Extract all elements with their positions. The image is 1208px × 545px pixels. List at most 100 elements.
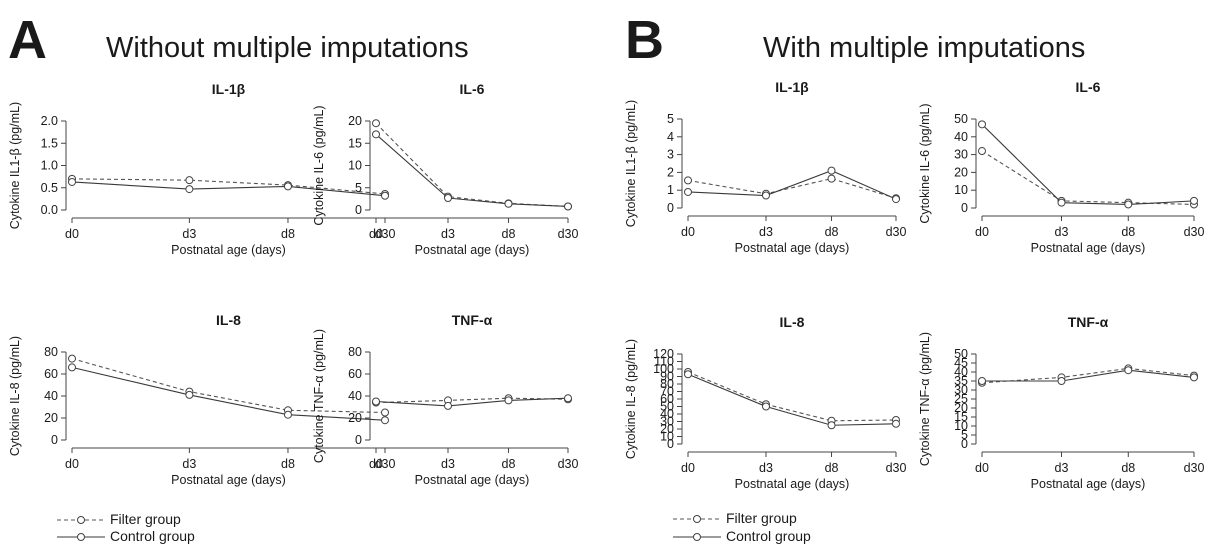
data-point-filter bbox=[185, 176, 194, 185]
y-tick-label: 40 bbox=[348, 389, 362, 403]
y-tick-label: 90 bbox=[660, 370, 674, 384]
y-tick-label: 5 bbox=[961, 428, 968, 442]
legend-b-filter-label: Filter group bbox=[726, 510, 797, 526]
x-tick-label: d30 bbox=[558, 457, 579, 471]
series-line-control bbox=[71, 181, 386, 197]
chart-title: IL-6 bbox=[1076, 79, 1101, 95]
legend-a-control-label: Control group bbox=[110, 528, 195, 544]
y-tick-label: 0 bbox=[51, 433, 58, 447]
y-tick-label: 1 bbox=[667, 183, 674, 197]
x-tick-label: d8 bbox=[502, 227, 516, 241]
y-tick-label: 0 bbox=[667, 201, 674, 215]
y-tick-label: 60 bbox=[348, 367, 362, 381]
chart-title: IL-6 bbox=[460, 81, 485, 97]
x-tick-label: d3 bbox=[441, 457, 455, 471]
y-tick-label: 2 bbox=[667, 165, 674, 179]
legend-a: Filter group Control group bbox=[57, 511, 195, 544]
y-tick-label: 0.5 bbox=[41, 181, 58, 195]
x-tick-label: d8 bbox=[825, 461, 839, 475]
chart-4: TNF-α 0 20 40 60 80 d0 d3 d8 d30 Postnatal age (da… bbox=[312, 312, 578, 487]
data-point-control bbox=[372, 397, 380, 406]
y-tick-label: 4 bbox=[667, 130, 674, 144]
data-point-control bbox=[1124, 200, 1133, 209]
data-point-control bbox=[68, 363, 76, 372]
series-line-filter bbox=[981, 367, 1195, 384]
series-line-filter bbox=[687, 371, 897, 422]
x-tick-label: d0 bbox=[975, 225, 989, 239]
x-tick-label: d0 bbox=[369, 457, 383, 471]
data-point-control bbox=[892, 419, 900, 428]
x-axis-label: Postnatal age (days) bbox=[415, 243, 530, 257]
data-point-filter bbox=[381, 408, 389, 417]
chart-2: IL-6 0 5 10 15 20 d0 d3 d8 d30 Postnatal age (days… bbox=[312, 81, 578, 257]
y-tick-label: 80 bbox=[44, 345, 58, 359]
y-tick-label: 20 bbox=[348, 114, 362, 128]
y-tick-label: 80 bbox=[348, 345, 362, 359]
chart-title: IL-1β bbox=[775, 79, 809, 95]
panel-a-title: Without multiple imputations bbox=[106, 32, 469, 64]
y-tick-label: 60 bbox=[44, 367, 58, 381]
y-tick-label: 0.0 bbox=[41, 203, 58, 217]
data-point-filter bbox=[827, 174, 836, 183]
legend-a-filter-marker bbox=[77, 516, 85, 524]
x-tick-label: d0 bbox=[975, 461, 989, 475]
y-tick-label: 0 bbox=[667, 437, 674, 451]
x-tick-label: d0 bbox=[65, 227, 79, 241]
x-tick-label: d3 bbox=[182, 457, 196, 471]
y-axis-label: Cytokine IL-6 (pg/mL) bbox=[918, 103, 932, 223]
x-axis-label: Postnatal age (days) bbox=[735, 477, 850, 491]
y-tick-label: 0 bbox=[355, 433, 362, 447]
x-tick-label: d3 bbox=[759, 225, 773, 239]
y-tick-label: 20 bbox=[44, 411, 58, 425]
chart-1: IL-1β 0.0 0.5 1.0 1.5 2.0 d0 d3 d8 d30 Postnatal a… bbox=[8, 81, 395, 257]
y-tick-label: 45 bbox=[954, 356, 968, 370]
x-tick-label: d3 bbox=[1055, 461, 1069, 475]
y-tick-label: 20 bbox=[660, 422, 674, 436]
data-point-control bbox=[1190, 373, 1198, 382]
data-point-control bbox=[827, 166, 836, 175]
data-point-control bbox=[444, 193, 452, 202]
x-tick-label: d3 bbox=[759, 461, 773, 475]
y-tick-label: 80 bbox=[660, 377, 674, 391]
y-tick-label: 60 bbox=[660, 392, 674, 406]
series-line-control bbox=[375, 133, 569, 207]
y-tick-label: 15 bbox=[954, 410, 968, 424]
data-point-control bbox=[283, 410, 292, 419]
x-tick-label: d30 bbox=[886, 225, 907, 239]
data-point-control bbox=[564, 202, 572, 211]
data-point-filter bbox=[68, 354, 76, 363]
x-tick-label: d0 bbox=[681, 225, 695, 239]
data-point-control bbox=[1124, 366, 1133, 375]
y-tick-label: 5 bbox=[355, 181, 362, 195]
chart-title: IL-8 bbox=[780, 314, 805, 330]
x-tick-label: d30 bbox=[375, 227, 396, 241]
chart-title: TNF-α bbox=[1068, 314, 1109, 330]
data-point-control bbox=[372, 130, 380, 139]
data-point-control bbox=[892, 195, 900, 204]
x-tick-label: d30 bbox=[1184, 461, 1205, 475]
x-tick-label: d8 bbox=[281, 457, 295, 471]
y-axis-label: Cytokine TNF-α (pg/mL) bbox=[312, 329, 326, 463]
y-axis-label: Cytokine IL-8 (pg/mL) bbox=[624, 339, 638, 459]
data-point-control bbox=[1057, 377, 1066, 385]
x-tick-label: d0 bbox=[369, 227, 383, 241]
data-point-control bbox=[564, 394, 572, 403]
y-axis-label: Cytokine IL1-β (pg/mL) bbox=[624, 100, 638, 227]
y-tick-label: 30 bbox=[954, 148, 968, 162]
x-tick-label: d8 bbox=[825, 225, 839, 239]
chart-title: IL-1β bbox=[212, 81, 246, 97]
y-tick-label: 40 bbox=[660, 407, 674, 421]
y-tick-label: 40 bbox=[954, 130, 968, 144]
series-line-control bbox=[375, 397, 569, 407]
x-axis-label: Postnatal age (days) bbox=[735, 241, 850, 255]
legend-b-filter-marker bbox=[693, 515, 701, 523]
data-point-filter bbox=[372, 119, 380, 128]
data-point-control bbox=[978, 120, 986, 129]
y-axis-label: Cytokine IL-6 (pg/mL) bbox=[312, 105, 326, 225]
chart-6: IL-6 0 10 20 30 40 50 d0 d3 d8 d30 Postnatal age (d… bbox=[918, 79, 1204, 255]
panel-b-letter: B bbox=[625, 10, 664, 70]
y-tick-label: 70 bbox=[660, 385, 674, 399]
chart-5: IL-1β 0 1 2 3 4 5 d0 d3 d8 d30 Postnatal age (days)… bbox=[624, 79, 906, 255]
series-line-control bbox=[687, 373, 897, 426]
